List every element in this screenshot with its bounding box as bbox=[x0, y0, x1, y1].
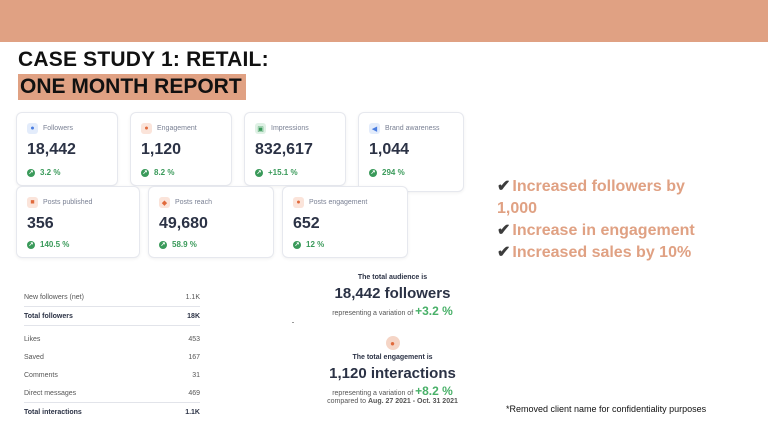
card-value: 18,442 bbox=[27, 141, 76, 158]
arrow-up-icon: ↗ bbox=[27, 240, 35, 249]
audience-summary: The total audience is 18,442 followers r… bbox=[300, 274, 485, 318]
result-item: ✔ Increase in engagement bbox=[497, 222, 695, 239]
table-row: New followers (net) 1.1K bbox=[24, 293, 200, 301]
post-icon: ■ bbox=[27, 197, 38, 208]
card-value: 356 bbox=[27, 215, 54, 232]
card-engagement: ● Engagement 1,120 ↗ 8.2 % bbox=[130, 112, 232, 186]
metrics-table: New followers (net) 1.1K Total followers 1… bbox=[24, 288, 200, 421]
divider bbox=[292, 322, 294, 323]
arrow-up-icon: ↗ bbox=[159, 240, 167, 249]
card-value: 832,617 bbox=[255, 141, 313, 158]
arrow-up-icon: ↗ bbox=[27, 168, 35, 177]
card-impressions: ▣ Impressions 832,617 ↗ +15.1 % bbox=[244, 112, 346, 186]
result-item: ✔ Increased followers by 1,000 bbox=[497, 178, 685, 217]
people-icon: ● bbox=[27, 123, 38, 134]
result-item: ✔ Increased sales by 10% bbox=[497, 244, 692, 261]
card-value: 1,120 bbox=[141, 141, 182, 158]
arrow-up-icon: ↗ bbox=[369, 168, 377, 177]
card-value: 49,680 bbox=[159, 215, 208, 232]
table-row: Total interactions 1.1K bbox=[24, 402, 200, 421]
reach-icon: ◆ bbox=[159, 197, 170, 208]
table-row: Total followers 18K bbox=[24, 306, 200, 326]
card-brand-awareness: ◀ Brand awareness 1,044 ↗ 294 % bbox=[358, 112, 464, 192]
header-bar bbox=[0, 0, 768, 42]
card-value: 1,044 bbox=[369, 141, 410, 158]
table-row: Likes 453 bbox=[24, 335, 200, 343]
card-posts-reach: ◆ Posts reach 49,680 ↗ 58.9 % bbox=[148, 186, 274, 258]
arrow-up-icon: ↗ bbox=[255, 168, 263, 177]
chat-icon: ● bbox=[293, 197, 304, 208]
card-posts-published: ■ Posts published 356 ↗ 140.5 % bbox=[16, 186, 140, 258]
card-followers: ● Followers 18,442 ↗ 3.2 % bbox=[16, 112, 118, 186]
frame-icon: ▣ bbox=[255, 123, 266, 134]
checkmark-icon: ✔ bbox=[497, 222, 511, 239]
table-row: Direct messages 469 bbox=[24, 389, 200, 397]
engagement-total: 1,120 interactions bbox=[329, 365, 456, 382]
megaphone-icon: ◀ bbox=[369, 123, 380, 134]
arrow-up-icon: ↗ bbox=[293, 240, 301, 249]
card-posts-engagement: ● Posts engagement 652 ↗ 12 % bbox=[282, 186, 408, 258]
audience-total: 18,442 followers bbox=[334, 285, 451, 302]
arrow-up-icon: ↗ bbox=[141, 168, 149, 177]
table-row: Comments 31 bbox=[24, 371, 200, 379]
page-title: CASE STUDY 1: RETAIL: bbox=[18, 48, 269, 71]
footnote: *Removed client name for confidentiality… bbox=[506, 404, 707, 414]
chat-icon: ● bbox=[385, 336, 400, 350]
engagement-summary: ● The total engagement is 1,120 interact… bbox=[300, 336, 485, 405]
checkmark-icon: ✔ bbox=[497, 244, 511, 261]
card-value: 652 bbox=[293, 215, 320, 232]
chat-icon: ● bbox=[141, 123, 152, 134]
table-row: Saved 167 bbox=[24, 353, 200, 361]
results-list: ✔ Increased followers by 1,000 ✔ Increase … bbox=[497, 176, 717, 264]
checkmark-icon: ✔ bbox=[497, 178, 511, 195]
page-subtitle: ONE MONTH REPORT bbox=[18, 74, 246, 100]
